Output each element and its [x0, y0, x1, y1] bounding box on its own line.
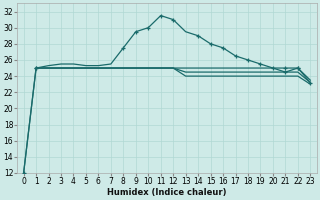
X-axis label: Humidex (Indice chaleur): Humidex (Indice chaleur) [107, 188, 227, 197]
